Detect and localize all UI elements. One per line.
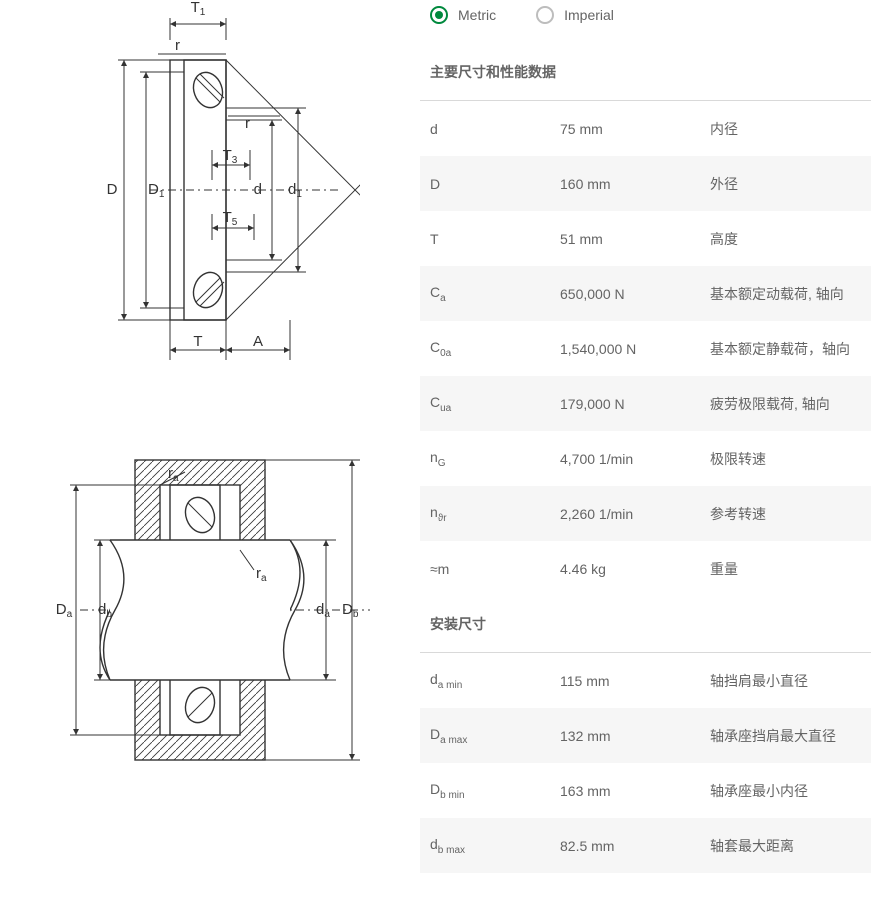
spec-row: db max82.5 mm轴套最大距离	[420, 818, 871, 873]
spec-symbol: d	[430, 121, 560, 137]
unit-toggle: Metric Imperial	[420, 0, 871, 44]
svg-text:d1: d1	[288, 181, 302, 200]
spec-desc: 内径	[710, 119, 861, 139]
diagrams-column: T1 r r	[0, 0, 400, 873]
spec-row: Cua179,000 N疲劳极限载荷, 轴向	[420, 376, 871, 431]
spec-desc: 高度	[710, 229, 861, 249]
svg-text:T5: T5	[223, 209, 238, 228]
spec-value: 4.46 kg	[560, 561, 710, 577]
spec-row: T51 mm高度	[420, 211, 871, 266]
spec-row: d75 mm内径	[420, 101, 871, 156]
spec-value: 650,000 N	[560, 286, 710, 302]
spec-row: D160 mm外径	[420, 156, 871, 211]
svg-text:T3: T3	[223, 147, 238, 166]
spec-value: 115 mm	[560, 673, 710, 689]
spec-symbol: db max	[430, 836, 560, 856]
spec-row: ≈m4.46 kg重量	[420, 541, 871, 596]
radio-icon	[536, 6, 554, 24]
spec-value: 2,260 1/min	[560, 506, 710, 522]
specs-column: Metric Imperial 主要尺寸和性能数据d75 mm内径D160 mm…	[400, 0, 891, 873]
spec-symbol: C0a	[430, 339, 560, 359]
svg-text:A: A	[253, 333, 263, 350]
svg-text:D: D	[107, 181, 118, 198]
spec-desc: 外径	[710, 174, 861, 194]
spec-symbol: Db min	[430, 781, 560, 801]
spec-desc: 极限转速	[710, 449, 861, 469]
spec-value: 82.5 mm	[560, 838, 710, 854]
spec-row: Db min163 mm轴承座最小内径	[420, 763, 871, 818]
svg-text:r: r	[245, 115, 250, 132]
spec-symbol: Cua	[430, 394, 560, 414]
svg-text:r: r	[175, 37, 180, 54]
diagram-top: T1 r r	[40, 0, 360, 370]
unit-metric-radio[interactable]: Metric	[430, 6, 496, 24]
unit-metric-label: Metric	[458, 7, 496, 23]
spec-symbol: da min	[430, 671, 560, 691]
spec-symbol: D	[430, 176, 560, 192]
radio-icon	[430, 6, 448, 24]
svg-text:T1: T1	[191, 0, 206, 18]
svg-text:da: da	[316, 601, 330, 620]
spec-row: nϑr2,260 1/min参考转速	[420, 486, 871, 541]
spec-value: 51 mm	[560, 231, 710, 247]
spec-symbol: nϑr	[430, 504, 560, 524]
svg-text:Da: Da	[56, 601, 73, 620]
svg-text:Db: Db	[342, 601, 359, 620]
svg-text:T: T	[193, 333, 202, 350]
spec-value: 132 mm	[560, 728, 710, 744]
spec-symbol: Ca	[430, 284, 560, 304]
unit-imperial-label: Imperial	[564, 7, 614, 23]
spec-symbol: Da max	[430, 726, 560, 746]
section-title: 安装尺寸	[420, 596, 871, 653]
spec-row: C0a1,540,000 N基本额定静载荷，轴向	[420, 321, 871, 376]
spec-value: 4,700 1/min	[560, 451, 710, 467]
spec-value: 1,540,000 N	[560, 341, 710, 357]
spec-row: Da max132 mm轴承座挡肩最大直径	[420, 708, 871, 763]
spec-symbol: T	[430, 231, 560, 247]
section-title: 主要尺寸和性能数据	[420, 44, 871, 101]
spec-row: da min115 mm轴挡肩最小直径	[420, 653, 871, 708]
spec-desc: 疲劳极限载荷, 轴向	[710, 394, 861, 414]
spec-desc: 基本额定静载荷，轴向	[710, 339, 861, 359]
spec-row: nG4,700 1/min极限转速	[420, 431, 871, 486]
spec-desc: 重量	[710, 559, 861, 579]
spec-value: 179,000 N	[560, 396, 710, 412]
svg-text:D1: D1	[148, 181, 165, 200]
spec-symbol: nG	[430, 449, 560, 469]
spec-value: 163 mm	[560, 783, 710, 799]
spec-desc: 参考转速	[710, 504, 861, 524]
unit-imperial-radio[interactable]: Imperial	[536, 6, 614, 24]
spec-value: 75 mm	[560, 121, 710, 137]
spec-desc: 轴挡肩最小直径	[710, 671, 861, 691]
spec-value: 160 mm	[560, 176, 710, 192]
spec-symbol: ≈m	[430, 561, 560, 577]
spec-row: Ca650,000 N基本额定动载荷, 轴向	[420, 266, 871, 321]
spec-desc: 轴承座挡肩最大直径	[710, 726, 861, 746]
spec-desc: 轴套最大距离	[710, 836, 861, 856]
diagram-bottom: ra ra Da db	[40, 430, 360, 790]
svg-text:d: d	[254, 181, 262, 198]
spec-desc: 基本额定动载荷, 轴向	[710, 284, 861, 304]
spec-desc: 轴承座最小内径	[710, 781, 861, 801]
